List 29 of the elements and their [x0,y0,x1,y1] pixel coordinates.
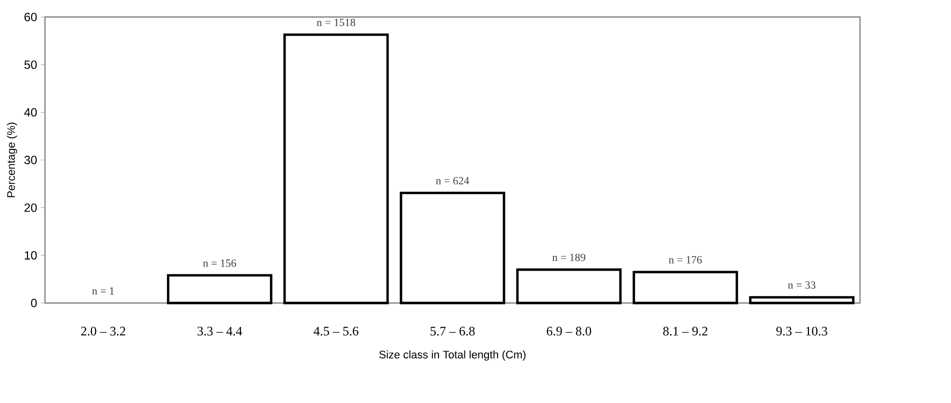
y-tick-label: 50 [24,60,37,69]
y-tick-label: 20 [24,203,37,212]
x-tick-label: 5.7 – 6.8 [430,326,475,336]
annotation: n = 624 [436,177,470,184]
x-axis-title: Size class in Total length (Cm) [379,350,526,361]
bar [283,33,389,304]
x-tick-label: 8.1 – 9.2 [663,326,708,336]
y-tick-label: 10 [24,251,37,260]
y-tick-label: 40 [24,108,37,117]
x-tick-label: 3.3 – 4.4 [198,326,242,336]
bar [632,270,738,304]
bar [516,268,622,304]
annotation: n = 176 [668,256,702,264]
bar [749,296,854,304]
x-tick-label: 2.0 – 3.2 [81,326,126,336]
annotation: n = 189 [552,254,586,262]
y-tick-label: 0 [31,298,37,308]
bar [400,192,506,304]
bar [166,274,272,304]
y-axis-title: Percentage (%) [6,122,18,198]
annotation: n = 156 [203,259,236,267]
annotation: n = 1518 [316,18,356,26]
annotation: n = 1 [92,287,114,294]
x-tick-label: 6.9 – 8.0 [546,326,592,336]
x-tick-label: 9.3 – 10.3 [776,326,828,336]
y-tick-label: 30 [24,156,37,164]
x-tick-label: 4.5 – 5.6 [314,326,358,336]
y-tick-label: 60 [24,12,37,22]
annotation: n = 33 [788,281,816,289]
